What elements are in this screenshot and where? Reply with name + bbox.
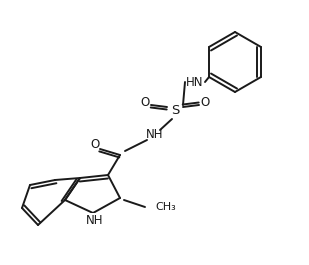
Text: O: O [200, 95, 210, 108]
Text: CH₃: CH₃ [155, 202, 176, 212]
Text: O: O [140, 95, 150, 108]
Text: NH: NH [146, 129, 164, 142]
Text: HN: HN [186, 76, 204, 89]
Text: S: S [171, 104, 179, 117]
Text: O: O [90, 139, 99, 152]
Text: NH: NH [86, 214, 104, 227]
